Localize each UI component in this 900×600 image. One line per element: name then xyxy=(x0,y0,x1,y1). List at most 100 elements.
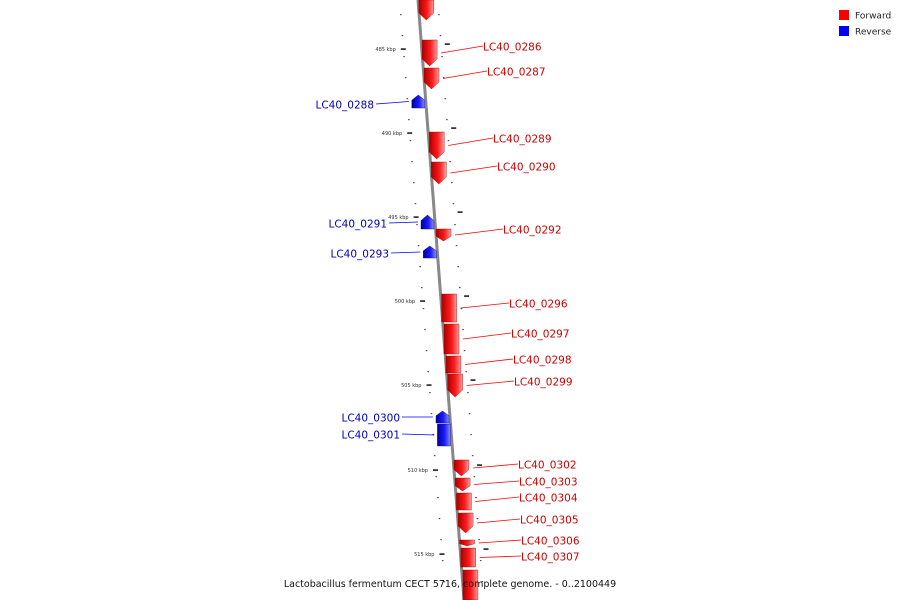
gene-label[interactable]: LC40_0304 xyxy=(519,493,578,505)
minor-tick xyxy=(409,140,412,142)
minor-tick xyxy=(463,350,466,352)
minor-tick xyxy=(481,581,484,583)
gene-label[interactable]: LC40_0301 xyxy=(341,430,400,442)
gene-label[interactable]: LC40_0286 xyxy=(483,42,542,54)
gene-leader-line xyxy=(477,518,521,524)
minor-tick xyxy=(441,560,444,562)
tick-label: 495 kbp xyxy=(388,215,408,221)
minor-tick xyxy=(440,539,442,541)
minor-tick xyxy=(427,371,429,373)
legend-swatch-forward xyxy=(839,10,849,20)
legend-label-forward: Forward xyxy=(855,12,891,22)
forward-gene-feature[interactable] xyxy=(435,228,452,242)
minor-tick xyxy=(451,182,453,184)
minor-tick xyxy=(416,224,418,226)
gene-leader-line xyxy=(460,302,510,309)
legend: Forward Reverse xyxy=(839,10,892,38)
legend-label-reverse: Reverse xyxy=(855,28,892,38)
major-tick-right xyxy=(457,211,463,213)
forward-gene-feature[interactable] xyxy=(423,67,440,90)
forward-gene-feature[interactable] xyxy=(445,355,462,374)
minor-tick xyxy=(449,161,451,163)
gene-label[interactable]: LC40_0291 xyxy=(328,219,387,231)
gene-label[interactable]: LC40_0303 xyxy=(519,477,578,489)
reverse-gene-feature[interactable] xyxy=(437,423,451,447)
minor-tick xyxy=(441,56,443,58)
forward-gene-feature[interactable] xyxy=(462,569,479,600)
minor-tick xyxy=(475,497,477,499)
gene-label[interactable]: LC40_0290 xyxy=(497,162,556,174)
gene-leader-line xyxy=(475,496,520,502)
forward-gene-feature[interactable] xyxy=(457,512,474,534)
major-tick-left xyxy=(426,384,432,386)
minor-tick xyxy=(476,518,479,520)
minor-tick xyxy=(438,14,440,16)
reverse-gene-feature[interactable] xyxy=(423,245,437,259)
gene-label[interactable]: LC40_0287 xyxy=(487,67,546,79)
forward-gene-feature[interactable] xyxy=(460,547,476,568)
minor-tick xyxy=(478,539,480,541)
forward-gene-feature[interactable] xyxy=(418,0,434,21)
forward-gene-feature[interactable] xyxy=(431,161,447,185)
forward-gene-feature[interactable] xyxy=(456,492,472,511)
gene-label[interactable]: LC40_0296 xyxy=(509,299,568,311)
forward-gene-feature[interactable] xyxy=(429,131,445,160)
minor-tick xyxy=(439,35,442,37)
minor-tick xyxy=(425,350,428,352)
gene-leader-line xyxy=(448,137,494,146)
gene-label[interactable]: LC40_0288 xyxy=(315,100,374,112)
gene-label[interactable]: LC40_0293 xyxy=(330,249,389,261)
gene-leader-line xyxy=(454,228,504,236)
reverse-gene-feature[interactable] xyxy=(420,214,435,230)
legend-item-reverse: Reverse xyxy=(839,26,892,38)
major-tick-right xyxy=(444,43,450,45)
minor-tick xyxy=(430,413,433,415)
minor-tick xyxy=(444,98,447,100)
forward-gene-feature[interactable] xyxy=(453,459,470,477)
major-tick-right xyxy=(483,548,489,550)
gene-leader-line xyxy=(375,101,409,105)
minor-tick xyxy=(457,266,459,268)
gene-label[interactable]: LC40_0307 xyxy=(521,552,580,564)
gene-label[interactable]: LC40_0302 xyxy=(518,460,577,472)
minor-tick xyxy=(419,266,421,268)
gene-label[interactable]: LC40_0299 xyxy=(514,377,573,389)
minor-tick xyxy=(459,287,461,289)
minor-tick xyxy=(408,119,410,121)
major-tick-left xyxy=(433,469,438,471)
gene-leader-line xyxy=(472,463,519,469)
reverse-gene-feature[interactable] xyxy=(411,94,425,109)
gene-label[interactable]: LC40_0292 xyxy=(503,225,562,237)
gene-label[interactable]: LC40_0298 xyxy=(513,355,572,367)
minor-tick xyxy=(404,77,407,79)
minor-tick xyxy=(400,14,402,16)
gene-leader-line xyxy=(462,332,512,340)
forward-gene-feature[interactable] xyxy=(441,293,457,323)
minor-tick xyxy=(465,371,467,373)
minor-tick xyxy=(413,182,415,184)
gene-label[interactable]: LC40_0297 xyxy=(511,329,570,341)
forward-gene-feature[interactable] xyxy=(421,39,438,67)
tick-label: 485 kbp xyxy=(375,47,395,53)
minor-tick xyxy=(460,308,463,310)
gene-leader-line xyxy=(390,251,421,254)
gene-label[interactable]: LC40_0289 xyxy=(493,134,552,146)
tick-label: 505 kbp xyxy=(401,383,421,389)
minor-tick xyxy=(414,203,417,205)
gene-leader-lines xyxy=(375,45,522,558)
gene-label[interactable]: LC40_0300 xyxy=(341,413,400,425)
gene-label[interactable]: LC40_0306 xyxy=(521,536,580,548)
gene-leader-line xyxy=(401,433,435,436)
minor-tick xyxy=(435,476,438,478)
gene-leader-line xyxy=(479,555,522,558)
forward-gene-feature[interactable] xyxy=(454,477,471,492)
forward-gene-feature[interactable] xyxy=(459,539,475,547)
genome-caption: Lactobacillus fermentum CECT 5716, compl… xyxy=(284,579,616,590)
minor-tick xyxy=(447,140,450,142)
forward-gene-feature[interactable] xyxy=(447,373,463,398)
minor-ticks xyxy=(400,14,484,583)
reverse-gene-feature[interactable] xyxy=(435,410,450,424)
major-tick-right xyxy=(470,379,476,381)
gene-label[interactable]: LC40_0305 xyxy=(520,515,579,527)
forward-gene-feature[interactable] xyxy=(443,323,460,355)
